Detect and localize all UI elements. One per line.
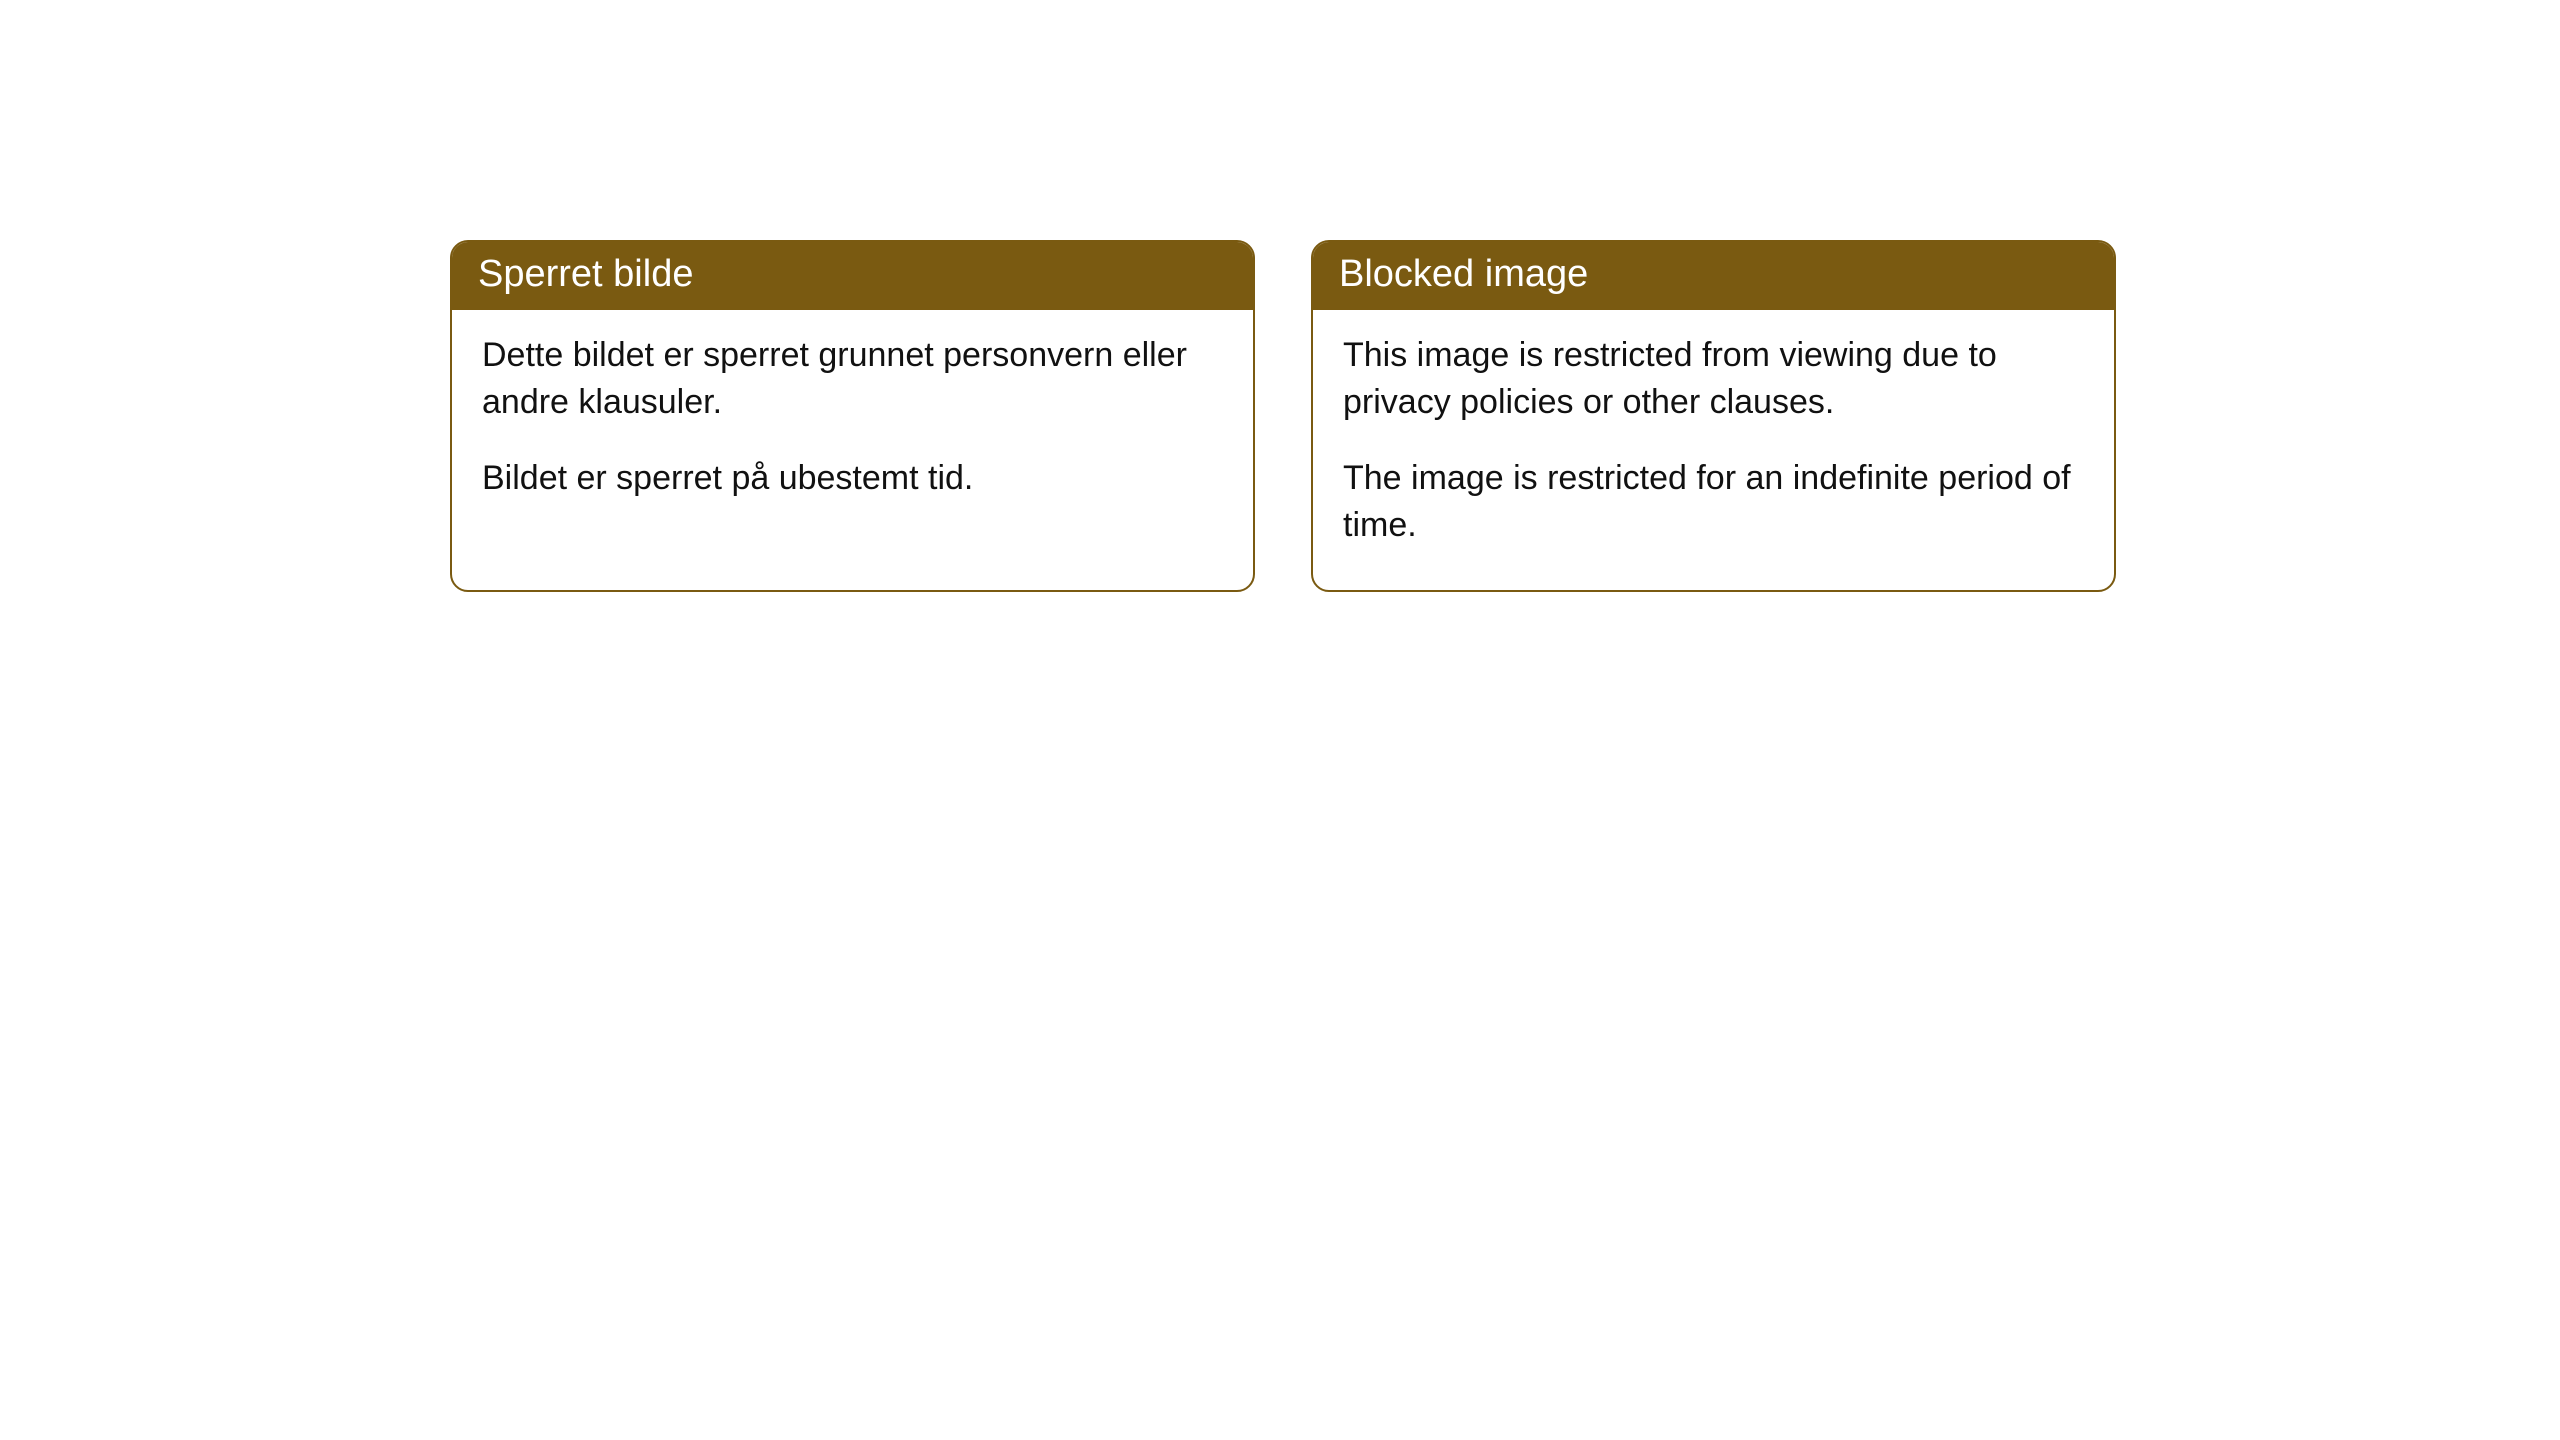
card-header: Blocked image xyxy=(1313,242,2114,310)
card-paragraph: Dette bildet er sperret grunnet personve… xyxy=(482,332,1223,427)
card-paragraph: The image is restricted for an indefinit… xyxy=(1343,455,2084,550)
card-paragraph: Bildet er sperret på ubestemt tid. xyxy=(482,455,1223,503)
blocked-image-card-en: Blocked image This image is restricted f… xyxy=(1311,240,2116,592)
blocked-image-card-no: Sperret bilde Dette bildet er sperret gr… xyxy=(450,240,1255,592)
card-header: Sperret bilde xyxy=(452,242,1253,310)
card-paragraph: This image is restricted from viewing du… xyxy=(1343,332,2084,427)
card-body: This image is restricted from viewing du… xyxy=(1313,310,2114,590)
card-container: Sperret bilde Dette bildet er sperret gr… xyxy=(450,240,2116,592)
card-body: Dette bildet er sperret grunnet personve… xyxy=(452,310,1253,543)
